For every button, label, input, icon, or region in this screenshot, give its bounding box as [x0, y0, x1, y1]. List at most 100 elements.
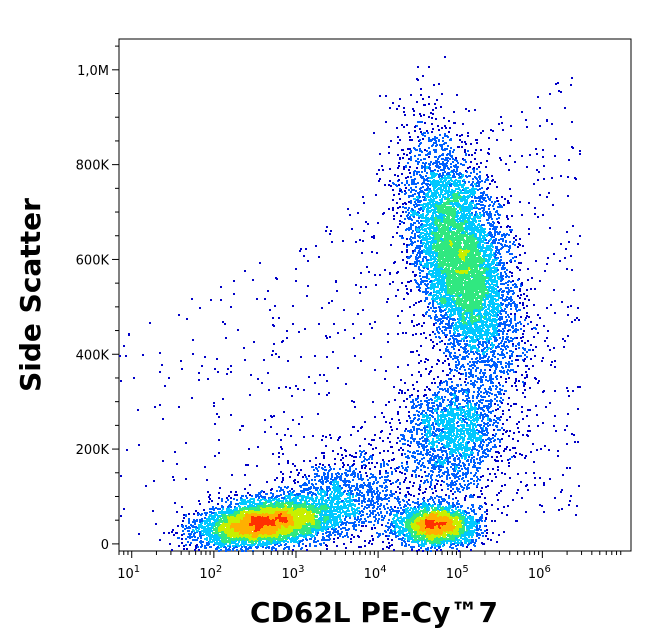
event-dot [327, 516, 329, 518]
event-dot [323, 510, 325, 512]
event-dot [426, 506, 428, 508]
event-dot [433, 511, 435, 513]
event-dot [450, 516, 452, 518]
event-dot [245, 503, 247, 505]
event-dot [201, 530, 203, 532]
event-dot [461, 542, 463, 544]
event-dot [426, 528, 428, 530]
event-dot [328, 534, 330, 536]
event-dot [188, 513, 190, 515]
event-dot [422, 502, 424, 504]
event-dot [270, 541, 272, 543]
event-dot [421, 506, 423, 508]
event-dot [237, 545, 239, 547]
event-dot [231, 528, 233, 530]
event-dot [249, 484, 251, 486]
event-dot [295, 541, 297, 543]
event-dot [416, 513, 418, 515]
event-dot [337, 511, 339, 513]
event-dot [390, 529, 392, 531]
event-dot [298, 527, 300, 529]
event-dot [460, 540, 462, 542]
event-dot [271, 516, 273, 518]
event-dot [182, 520, 184, 522]
event-dot [269, 510, 271, 512]
event-dot [270, 502, 272, 504]
event-dot [409, 534, 411, 536]
event-dot [297, 520, 299, 522]
event-dot [305, 530, 307, 532]
event-dot [402, 537, 404, 539]
event-dot [231, 523, 233, 525]
event-dot [447, 517, 449, 519]
event-dot [423, 500, 425, 502]
event-dot [422, 530, 424, 532]
event-dot [280, 544, 282, 546]
event-dot [448, 515, 450, 517]
event-dot [426, 549, 428, 551]
event-dot [230, 525, 232, 527]
event-dot [464, 524, 466, 526]
event-dot [237, 536, 239, 538]
event-dot [407, 507, 409, 509]
event-dot [230, 497, 232, 499]
event-dot [412, 519, 414, 521]
event-dot [485, 535, 487, 537]
event-dot [257, 531, 259, 533]
event-dot [460, 516, 462, 518]
event-dot [347, 507, 349, 509]
event-dot [450, 542, 452, 544]
event-dot [186, 548, 188, 550]
event-dot [451, 512, 453, 514]
event-dot [199, 541, 201, 543]
event-dot [405, 523, 407, 525]
event-dot [383, 517, 385, 519]
event-dot [475, 540, 477, 542]
event-dot [402, 524, 404, 526]
event-dot [433, 530, 435, 532]
event-dot [355, 529, 357, 531]
event-dot [197, 546, 199, 548]
event-dot [207, 527, 209, 529]
event-dot [415, 541, 417, 543]
event-dot [433, 532, 435, 534]
event-dot [485, 518, 487, 520]
event-dot [424, 542, 426, 544]
event-dot [457, 500, 459, 502]
event-dot [172, 529, 174, 531]
event-dot [262, 542, 264, 544]
event-dot [449, 528, 451, 530]
event-dot [289, 523, 291, 525]
event-dot [159, 539, 161, 541]
event-dot [281, 533, 283, 535]
event-dot [437, 508, 439, 510]
event-dot [240, 499, 242, 501]
event-dot [469, 518, 471, 520]
event-dot [218, 530, 220, 532]
event-dot [419, 506, 421, 508]
event-dot [398, 538, 400, 540]
event-dot [467, 533, 469, 535]
event-dot [426, 526, 428, 528]
event-dot [285, 540, 287, 542]
event-dot [463, 513, 465, 515]
event-dot [259, 516, 261, 518]
event-dot [247, 536, 249, 538]
event-dot [230, 514, 232, 516]
event-dot [206, 512, 208, 514]
event-dot [277, 509, 279, 511]
event-dot [239, 506, 241, 508]
event-dot [468, 516, 470, 518]
event-dot [412, 510, 414, 512]
event-dot [218, 508, 220, 510]
event-dot [209, 538, 211, 540]
event-dot [243, 537, 245, 539]
event-dot [241, 536, 243, 538]
event-dot [295, 513, 297, 515]
event-dot [258, 525, 260, 527]
event-dot [432, 509, 434, 511]
event-dot [420, 547, 422, 549]
event-dot [224, 546, 226, 548]
event-dot [296, 510, 298, 512]
event-dot [270, 500, 272, 502]
